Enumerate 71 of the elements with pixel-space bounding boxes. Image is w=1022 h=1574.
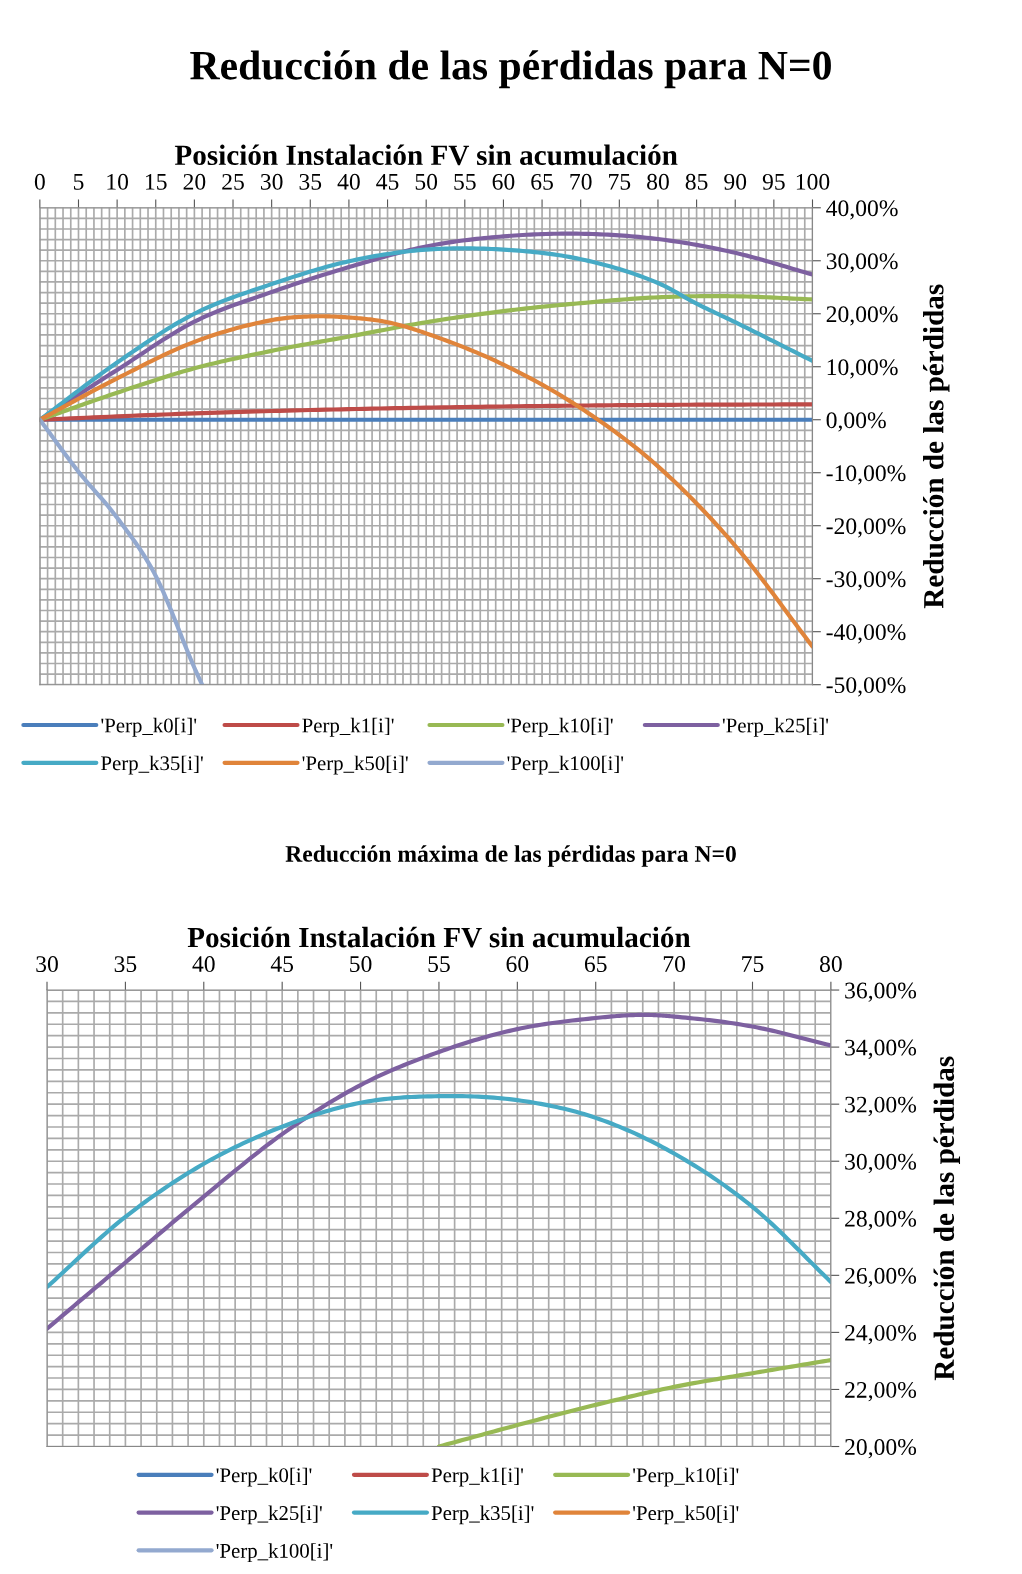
x-tick-label: 70 [570,173,592,190]
x-tick-label: 60 [492,173,515,190]
legend-label: 'Perp_k25[i]' [722,717,829,737]
chart-title: Reducción máxima de las pérdidas para N=0 [285,845,736,867]
legend-label: 'Perp_k0[i]' [216,1467,312,1487]
x-tick-label: 50 [415,173,438,190]
legend-label: Perp_k1[i]' [302,717,394,737]
y-tick-label: 30,00% [826,253,898,273]
x-tick-label: 65 [531,173,553,190]
x-tick-label: 60 [506,956,529,973]
legend-label: 'Perp_k100[i]' [216,1543,333,1563]
y-tick-label: 22,00% [845,1381,917,1402]
x-tick-label: 15 [146,173,167,190]
chart-title: Reducción de las pérdidas para N=0 [190,50,831,89]
x-tick-label: 5 [73,174,84,190]
y-tick-label: 20,00% [845,1439,917,1459]
x-tick-label: 70 [663,956,686,973]
legend-label: 'Perp_k10[i]' [507,717,613,737]
x-tick-label: 75 [742,956,764,973]
y-tick-label: 40,00% [826,200,898,220]
y-axis-title: Reducción de las pérdidas [923,284,950,609]
y-tick-label: 24,00% [845,1324,917,1345]
x-tick-label: 25 [222,173,244,190]
x-tick-label: 55 [454,174,476,190]
y-tick-label: 0,00% [826,412,886,432]
x-tick-label: 40 [192,956,215,973]
x-tick-label: 75 [609,174,631,190]
legend-label: Perp_k35[i]' [431,1505,534,1525]
x-axis-title: Posición Instalación FV sin acumulación [187,926,691,948]
legend-label: 'Perp_k10[i]' [633,1467,739,1487]
legend-label: 'Perp_k50[i]' [302,755,408,775]
y-tick-label: 26,00% [845,1267,917,1288]
x-tick-label: 40 [337,173,360,190]
y-tick-label: 20,00% [826,306,898,326]
x-tick-label: 35 [114,956,137,973]
x-axis-title: Posición Instalación FV sin acumulación [174,144,678,166]
x-tick-label: 45 [270,956,294,973]
y-axis-title: Reducción de las pérdidas [933,1056,961,1381]
x-tick-label: 0 [34,173,45,190]
y-tick-label: 36,00% [845,982,917,1002]
legend-label: Perp_k35[i]' [101,755,203,775]
legend-label: 'Perp_k25[i]' [216,1505,322,1525]
x-tick-label: 35 [299,173,322,190]
y-tick-label: 30,00% [845,1153,917,1174]
x-tick-label: 100 [796,173,830,190]
y-tick-label: -50,00% [826,677,906,697]
x-tick-label: 10 [107,173,129,190]
x-tick-label: 50 [350,956,372,973]
x-tick-label: 95 [762,173,785,190]
y-tick-label: -40,00% [826,624,906,644]
y-tick-label: -20,00% [826,518,906,538]
y-tick-label: -10,00% [826,465,906,485]
y-tick-label: 10,00% [827,359,898,379]
x-tick-label: 65 [584,956,607,973]
x-tick-label: 30 [260,173,283,190]
x-tick-label: 80 [647,173,669,190]
y-tick-label: 32,00% [845,1096,917,1116]
x-tick-label: 30 [36,956,58,973]
x-tick-label: 55 [428,956,450,973]
legend-label: 'Perp_k0[i]' [101,717,197,737]
y-tick-label: -30,00% [826,571,906,591]
x-tick-label: 90 [724,173,747,190]
x-tick-label: 80 [819,956,842,973]
y-tick-label: 34,00% [845,1039,917,1059]
x-tick-label: 20 [183,173,206,190]
x-tick-label: 85 [685,173,708,190]
y-tick-label: 28,00% [845,1210,917,1231]
legend-label: Perp_k1[i]' [431,1467,524,1487]
legend-label: 'Perp_k50[i]' [633,1505,739,1525]
legend-label: 'Perp_k100[i]' [507,755,624,775]
x-tick-label: 45 [376,174,399,190]
